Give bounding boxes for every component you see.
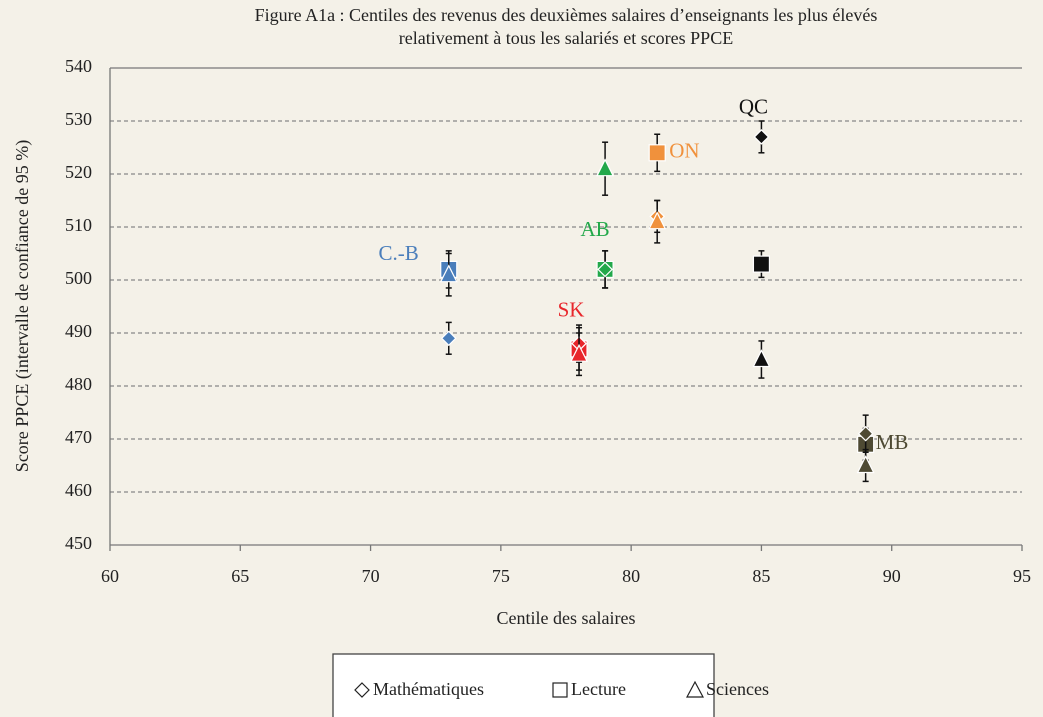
- legend-label: Mathématiques: [373, 679, 484, 699]
- point: [439, 264, 458, 283]
- y-tick-label: 450: [65, 533, 92, 553]
- point: [597, 261, 613, 278]
- y-tick-label: 460: [65, 480, 92, 500]
- point-label: MB: [876, 430, 909, 454]
- point: [752, 349, 771, 368]
- point: [648, 211, 667, 230]
- x-tick-label: 85: [752, 566, 770, 586]
- point: [596, 158, 615, 177]
- y-tick-label: 480: [65, 374, 92, 394]
- y-tick-label: 520: [65, 162, 92, 182]
- legend-label: Lecture: [571, 679, 626, 699]
- y-tick-label: 490: [65, 321, 92, 341]
- point-label: AB: [580, 217, 609, 241]
- x-axis-title: Centile des salaires: [497, 608, 636, 628]
- legend-label: Sciences: [706, 679, 769, 699]
- point-label: QC: [739, 95, 768, 119]
- legend-marker: [686, 680, 704, 698]
- point: [753, 129, 770, 145]
- point: [440, 330, 457, 347]
- y-tick-label: 500: [65, 268, 92, 288]
- chart-title: relativement à tous les salariés et scor…: [399, 28, 733, 48]
- legend-marker: [354, 682, 370, 698]
- y-tick-label: 510: [65, 215, 92, 235]
- x-tick-label: 60: [101, 566, 119, 586]
- x-tick-label: 70: [362, 566, 380, 586]
- point: [857, 425, 874, 442]
- x-tick-label: 80: [622, 566, 640, 586]
- x-tick-label: 75: [492, 566, 510, 586]
- point: [570, 343, 588, 362]
- x-tick-label: 95: [1013, 566, 1031, 586]
- legend-box: [332, 653, 715, 717]
- point: [648, 144, 666, 162]
- point-label: SK: [558, 297, 585, 321]
- chart-title: Figure A1a : Centiles des revenus des de…: [255, 5, 878, 25]
- x-tick-label: 90: [883, 566, 901, 586]
- point: [856, 455, 875, 474]
- y-tick-label: 530: [65, 109, 92, 129]
- point-label: ON: [669, 139, 699, 163]
- point: [752, 255, 771, 273]
- point-label: C.-B: [378, 241, 418, 265]
- y-tick-label: 540: [65, 56, 92, 76]
- y-axis-title: Score PPCE (intervalle de confiance de 9…: [12, 140, 33, 472]
- legend-marker: [552, 682, 568, 698]
- x-tick-label: 65: [231, 566, 249, 586]
- y-tick-label: 470: [65, 427, 92, 447]
